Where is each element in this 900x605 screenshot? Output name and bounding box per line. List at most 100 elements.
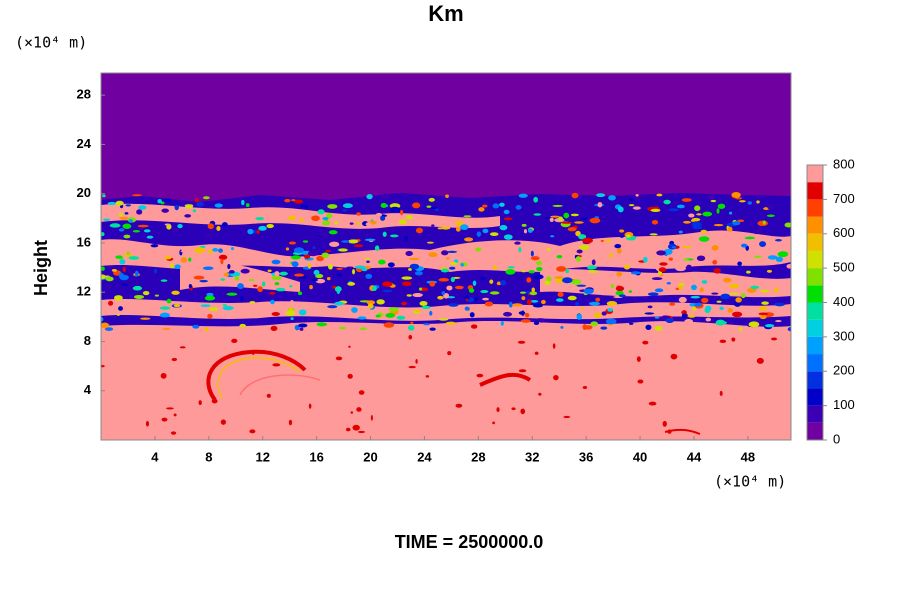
field-speckle: [400, 209, 404, 216]
field-speckle: [527, 228, 533, 233]
field-speckle: [514, 241, 521, 245]
field-speckle: [632, 206, 641, 210]
field-speckle: [272, 363, 281, 367]
field-speckle: [744, 236, 756, 240]
x-tick-label: 48: [741, 449, 755, 464]
field-speckle: [199, 279, 208, 283]
field-speckle: [174, 264, 181, 270]
field-lower: [101, 321, 791, 440]
field-speckle: [438, 278, 449, 282]
field-speckle: [774, 302, 785, 307]
field-speckle: [759, 241, 767, 248]
field-speckle: [526, 277, 532, 283]
colorbar-band: [807, 165, 823, 183]
field-speckle: [468, 288, 475, 293]
field-speckle: [239, 323, 246, 328]
field-speckle: [740, 292, 746, 299]
field-speckle: [633, 283, 637, 286]
field-speckle: [482, 297, 490, 301]
field-speckle: [408, 268, 412, 271]
field-speckle: [628, 290, 633, 294]
field-speckle: [647, 305, 653, 309]
field-speckle: [185, 204, 194, 209]
field-speckle: [663, 199, 671, 205]
field-speckle: [576, 249, 583, 254]
field-speckle: [756, 200, 760, 204]
field-speckle: [132, 229, 141, 233]
field-speckle: [681, 198, 692, 202]
field-speckle: [171, 357, 178, 362]
field-speckle: [247, 228, 254, 235]
field-speckle: [567, 227, 577, 232]
field-speckle: [220, 258, 224, 265]
x-tick-label: 44: [687, 449, 702, 464]
field-speckle: [137, 224, 149, 228]
field-speckle: [405, 215, 413, 220]
field-speckle: [294, 324, 300, 331]
y-tick-label: 8: [84, 333, 91, 348]
field-speckle: [600, 239, 604, 243]
field-speckle: [536, 267, 543, 272]
field-speckle: [524, 312, 530, 318]
field-speckle: [649, 233, 658, 236]
field-speckle: [300, 204, 309, 209]
field-speckle: [414, 309, 422, 313]
field-speckle: [412, 202, 421, 209]
field-speckle: [299, 218, 304, 223]
field-speckle: [771, 337, 778, 341]
field-speckle: [303, 254, 311, 259]
x-tick-label: 20: [363, 449, 377, 464]
field-speckle: [302, 240, 309, 243]
field-speckle: [164, 223, 171, 226]
field-speckle: [275, 287, 286, 292]
field-speckle: [538, 392, 542, 396]
field-speckle: [205, 233, 214, 237]
field-speckle: [154, 294, 159, 297]
field-speckle: [665, 317, 675, 324]
field-speckle: [408, 365, 416, 369]
field-speckle: [583, 288, 594, 294]
field-speckle: [140, 317, 151, 320]
field-speckle: [492, 421, 496, 425]
field-speckle: [619, 235, 624, 238]
field-speckle: [532, 303, 543, 308]
contour-field: [101, 73, 791, 440]
colorbar-tick-label: 500: [833, 260, 855, 275]
field-speckle: [562, 277, 573, 284]
field-speckle: [374, 245, 380, 252]
field-speckle: [179, 346, 186, 349]
field-speckle: [476, 231, 482, 237]
field-speckle: [428, 197, 435, 202]
field-speckle: [507, 266, 515, 269]
field-speckle: [463, 215, 472, 218]
time-annotation: TIME = 2500000.0: [395, 532, 544, 552]
field-speckle: [380, 215, 386, 221]
field-speckle: [431, 224, 435, 227]
field-speckle: [366, 260, 370, 263]
field-speckle: [385, 312, 396, 318]
field-speckle: [728, 283, 740, 289]
field-speckle: [608, 195, 616, 201]
field-speckle: [408, 257, 420, 261]
field-speckle: [316, 322, 328, 327]
field-speckle: [291, 261, 299, 268]
field-speckle: [193, 275, 205, 280]
field-speckles: [101, 192, 791, 435]
field-speckle: [337, 272, 342, 278]
field-speckle: [118, 212, 124, 217]
field-speckle: [322, 216, 329, 221]
field-speckle: [552, 343, 556, 349]
field-arc: [217, 356, 301, 399]
field-speckle: [396, 315, 406, 320]
field-speckle: [402, 281, 412, 287]
field-speckle: [619, 229, 625, 233]
field-speckle: [760, 289, 770, 293]
field-speckle: [441, 226, 451, 230]
field-speckle: [220, 419, 227, 425]
field-speckle: [757, 220, 768, 226]
x-tick-label: 40: [633, 449, 647, 464]
field-speckle: [227, 263, 231, 270]
field-speckle: [670, 353, 678, 360]
field-speckle: [731, 337, 736, 342]
field-speckle: [338, 326, 347, 330]
